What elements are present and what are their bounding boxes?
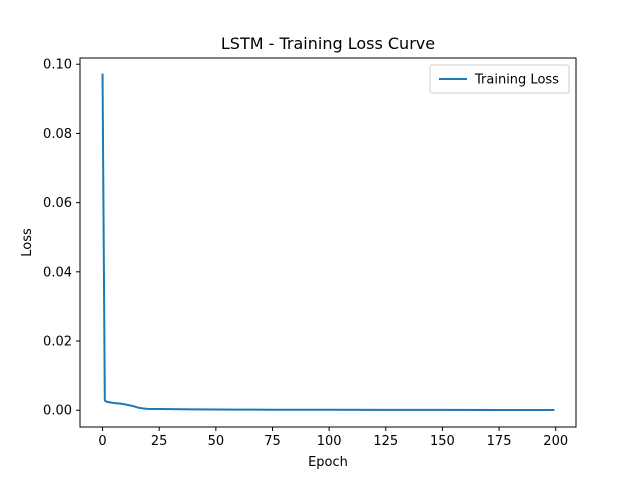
legend: Training Loss bbox=[429, 64, 570, 94]
x-tick-label: 0 bbox=[98, 434, 106, 449]
x-tick-label: 150 bbox=[430, 434, 455, 449]
legend-label: Training Loss bbox=[474, 73, 559, 88]
y-tick-label: 0.02 bbox=[43, 335, 72, 350]
legend-box bbox=[429, 64, 570, 94]
x-axis-title: Epoch bbox=[308, 455, 348, 470]
series-layer bbox=[101, 73, 555, 411]
y-axis-title: Loss bbox=[20, 228, 35, 257]
y-axis: 0.00 0.02 0.04 0.06 0.08 0.10 bbox=[43, 58, 80, 419]
chart-title: LSTM - Training Loss Curve bbox=[221, 34, 435, 53]
y-tick-label: 0.08 bbox=[43, 127, 72, 142]
y-tick-label: 0.00 bbox=[43, 404, 72, 419]
x-tick-label: 200 bbox=[543, 434, 568, 449]
series-line-0 bbox=[101, 73, 555, 411]
y-tick-label: 0.04 bbox=[43, 265, 72, 280]
x-tick-label: 25 bbox=[151, 434, 168, 449]
x-tick-label: 50 bbox=[208, 434, 225, 449]
y-tick-label: 0.10 bbox=[43, 58, 72, 73]
x-axis: 0 25 50 75 100 125 150 175 200 bbox=[98, 427, 568, 449]
x-tick-label: 125 bbox=[373, 434, 398, 449]
x-tick-label: 100 bbox=[317, 434, 342, 449]
x-tick-label: 75 bbox=[264, 434, 281, 449]
y-tick-label: 0.06 bbox=[43, 196, 72, 211]
x-tick-label: 175 bbox=[487, 434, 512, 449]
axes-frame bbox=[79, 57, 577, 428]
